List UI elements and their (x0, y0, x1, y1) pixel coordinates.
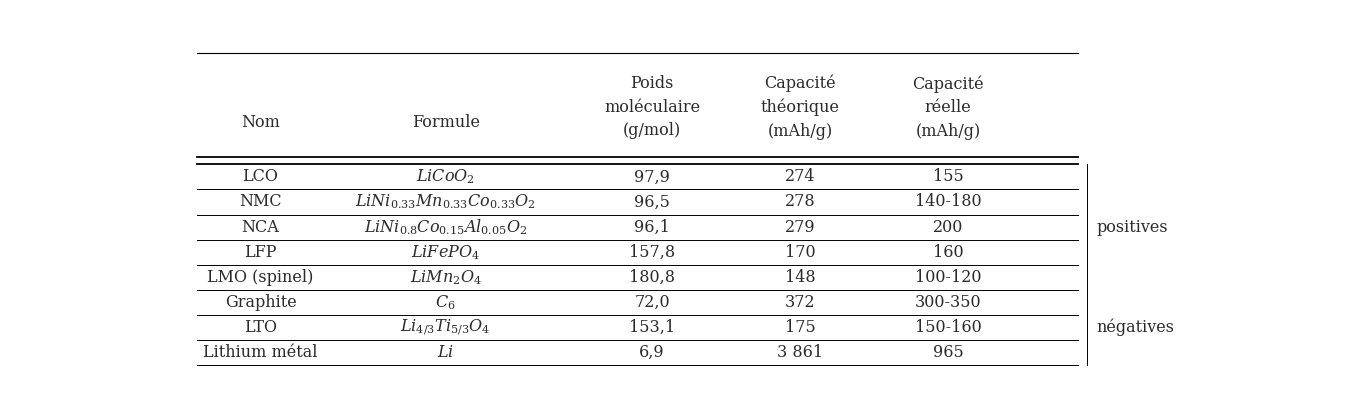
Text: NCA: NCA (242, 218, 280, 235)
Text: Capacité
théorique
(mAh/g): Capacité théorique (mAh/g) (760, 75, 839, 140)
Text: $Li$: $Li$ (437, 344, 455, 361)
Text: LMO (spinel): LMO (spinel) (207, 269, 314, 286)
Text: $Li_{4/3}Ti_{5/3}O_4$: $Li_{4/3}Ti_{5/3}O_4$ (400, 318, 491, 338)
Text: $LiNi_{0.8}Co_{0.15}Al_{0.05}O_2$: $LiNi_{0.8}Co_{0.15}Al_{0.05}O_2$ (364, 217, 527, 237)
Text: 100-120: 100-120 (915, 269, 981, 286)
Text: 97,9: 97,9 (633, 169, 670, 185)
Text: 170: 170 (785, 244, 815, 261)
Text: Nom: Nom (242, 114, 280, 131)
Text: $LiFePO_4$: $LiFePO_4$ (411, 243, 480, 261)
Text: 96,1: 96,1 (633, 218, 670, 235)
Text: Lithium métal: Lithium métal (203, 344, 318, 361)
Text: Formule: Formule (412, 114, 479, 131)
Text: 180,8: 180,8 (629, 269, 674, 286)
Text: Graphite: Graphite (225, 294, 296, 311)
Text: LTO: LTO (244, 319, 277, 336)
Text: 148: 148 (785, 269, 815, 286)
Text: 3 861: 3 861 (777, 344, 823, 361)
Text: 965: 965 (932, 344, 964, 361)
Text: 6,9: 6,9 (639, 344, 665, 361)
Text: LCO: LCO (243, 169, 278, 185)
Text: 372: 372 (785, 294, 815, 311)
Text: 175: 175 (785, 319, 815, 336)
Text: 278: 278 (785, 193, 815, 211)
Text: positives: positives (1096, 218, 1168, 235)
Text: 160: 160 (932, 244, 964, 261)
Text: 72,0: 72,0 (635, 294, 670, 311)
Text: LFP: LFP (244, 244, 277, 261)
Text: 96,5: 96,5 (633, 193, 670, 211)
Text: négatives: négatives (1096, 319, 1174, 336)
Text: 150-160: 150-160 (915, 319, 981, 336)
Text: 200: 200 (932, 218, 964, 235)
Text: NMC: NMC (239, 193, 281, 211)
Text: Capacité
réelle
(mAh/g): Capacité réelle (mAh/g) (912, 75, 984, 140)
Text: $LiCoO_2$: $LiCoO_2$ (416, 168, 475, 186)
Text: 157,8: 157,8 (629, 244, 676, 261)
Text: 140-180: 140-180 (915, 193, 981, 211)
Text: 155: 155 (932, 169, 964, 185)
Text: 279: 279 (785, 218, 815, 235)
Text: $LiMn_2O_4$: $LiMn_2O_4$ (410, 268, 482, 287)
Text: $LiNi_{0.33}Mn_{0.33}Co_{0.33}O_2$: $LiNi_{0.33}Mn_{0.33}Co_{0.33}O_2$ (355, 192, 536, 211)
Text: Poids
moléculaire
(g/mol): Poids moléculaire (g/mol) (603, 75, 700, 139)
Text: 274: 274 (785, 169, 815, 185)
Text: 300-350: 300-350 (915, 294, 981, 311)
Text: 153,1: 153,1 (629, 319, 676, 336)
Text: $C_6$: $C_6$ (435, 293, 456, 312)
